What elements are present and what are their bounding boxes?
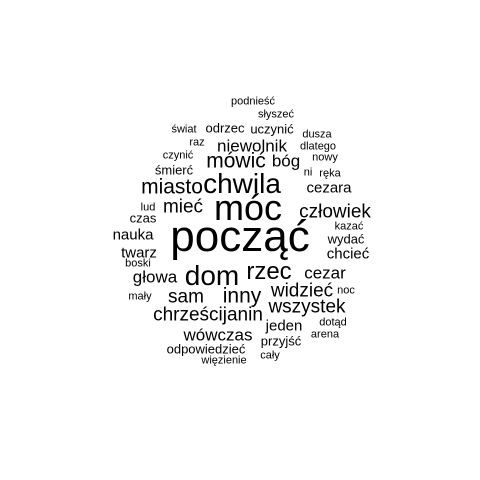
word: wszystek — [268, 296, 346, 318]
word: kazać — [334, 220, 364, 233]
word: chrześcijanin — [153, 304, 263, 326]
word: świat — [171, 123, 197, 136]
word: sam — [168, 286, 204, 308]
word: boski — [125, 257, 151, 270]
word: dusza — [302, 128, 332, 141]
word: miasto — [141, 175, 203, 199]
word: mówić — [206, 149, 266, 173]
word: człowiek — [299, 201, 371, 223]
word: noc — [337, 284, 355, 297]
word: czynić — [162, 149, 194, 162]
word: przyjść — [260, 333, 302, 349]
word: rzec — [246, 258, 292, 285]
word: inny — [222, 284, 262, 308]
word: nowy — [312, 151, 338, 164]
word: dom — [184, 260, 240, 291]
word: mały — [128, 290, 152, 303]
word: twarz — [121, 244, 157, 262]
word: bóg — [271, 151, 301, 171]
word: móc — [213, 187, 283, 228]
word: ni — [303, 166, 313, 179]
word: począć — [170, 212, 310, 261]
word: lud — [140, 201, 156, 214]
word: chcieć — [326, 245, 370, 263]
word: jeden — [265, 317, 303, 335]
word: wówczas — [183, 325, 253, 345]
word: odrzec — [205, 120, 245, 136]
word: dlatego — [299, 140, 337, 153]
word: czas — [129, 210, 157, 226]
word: więzienie — [201, 354, 247, 367]
word: cezara — [306, 179, 352, 197]
word: cezar — [304, 263, 346, 283]
word: dotąd — [319, 316, 347, 329]
word: uczynić — [250, 121, 294, 137]
word: arena — [310, 328, 340, 341]
word: widzieć — [270, 280, 334, 302]
word: nauka — [112, 226, 154, 244]
word: mieć — [162, 196, 204, 218]
word: głowa — [132, 267, 178, 287]
word: cały — [260, 349, 280, 362]
word: odpowiedzieć — [166, 341, 246, 357]
word: podnieść — [230, 95, 276, 108]
word: śmierć — [154, 162, 194, 178]
word: chwila — [203, 168, 281, 199]
word: słyszeć — [257, 108, 295, 121]
word: niewolnik — [217, 136, 287, 156]
word: wydać — [327, 231, 365, 247]
word: raz — [189, 136, 205, 149]
word: ręka — [319, 167, 341, 180]
